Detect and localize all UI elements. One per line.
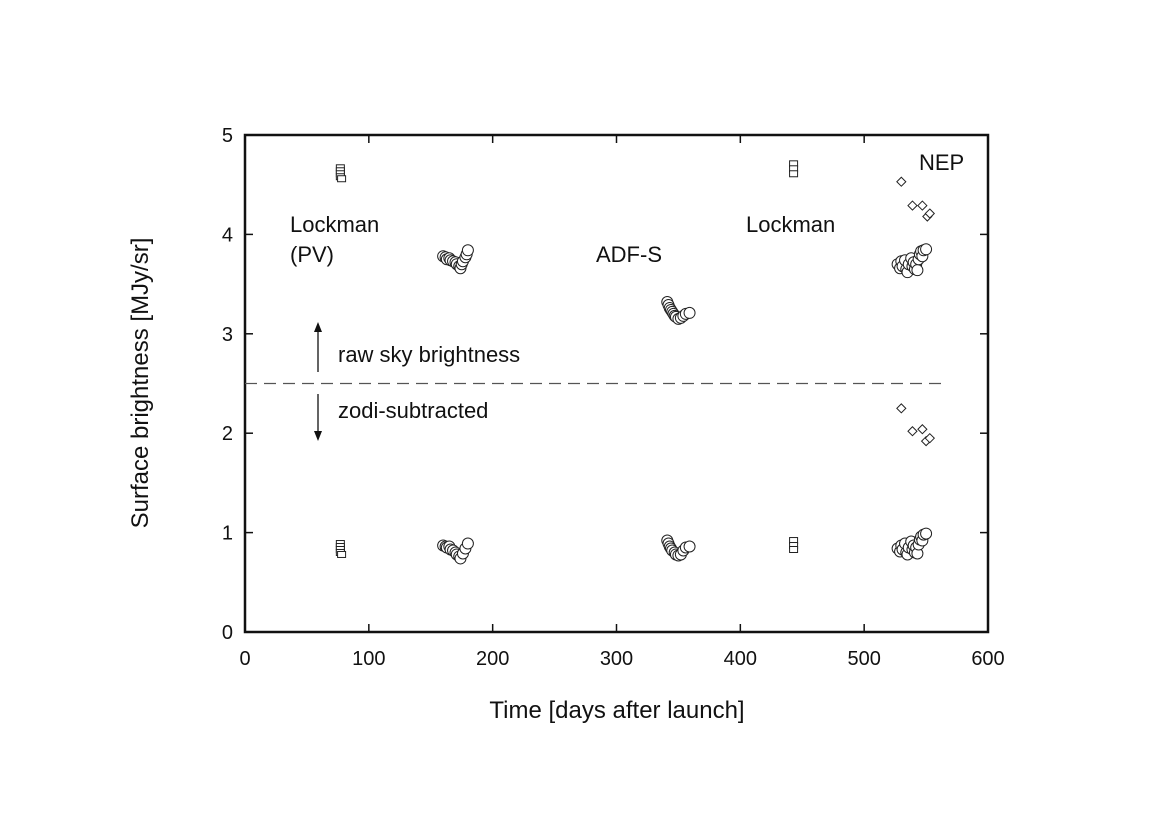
y-tick-label: 0 bbox=[222, 622, 233, 644]
data-point-diamond bbox=[924, 432, 936, 444]
x-tick-label: 400 bbox=[724, 648, 757, 670]
data-point-diamond bbox=[907, 200, 918, 211]
data-point-diamond bbox=[896, 403, 907, 414]
data-point-circle bbox=[911, 264, 924, 277]
annotation-zodi-subtracted: zodi-subtracted bbox=[338, 398, 488, 423]
annotation-raw-sky: raw sky brightness bbox=[338, 342, 520, 367]
axis-ticks bbox=[244, 134, 989, 633]
data-point-circle bbox=[683, 540, 696, 553]
x-tick-label: 600 bbox=[971, 648, 1004, 670]
data-point-circle bbox=[461, 537, 474, 550]
data-point-square bbox=[789, 545, 799, 553]
data-point-diamond bbox=[917, 424, 928, 435]
data-point-circle bbox=[461, 244, 474, 257]
x-axis-title: Time [days after launch] bbox=[489, 697, 744, 724]
data-point-circle bbox=[920, 527, 933, 540]
data-point-diamond bbox=[917, 200, 928, 211]
y-axis-title: Surface brightness [MJy/sr] bbox=[127, 238, 154, 529]
annotation-nep: NEP bbox=[919, 150, 964, 175]
annotation-lockman-pv-line2: (PV) bbox=[290, 242, 334, 267]
axis-tick-labels: 0 100 200 300 400 500 600 0 1 2 3 4 5 bbox=[222, 125, 1005, 670]
data-point-square bbox=[337, 175, 347, 183]
data-point-diamond bbox=[924, 208, 936, 219]
x-tick-label: 500 bbox=[847, 648, 880, 670]
data-point-diamond bbox=[907, 426, 918, 437]
x-tick-label: 300 bbox=[600, 648, 633, 670]
y-tick-label: 4 bbox=[222, 224, 233, 246]
y-tick-label: 5 bbox=[222, 125, 233, 147]
x-tick-label: 100 bbox=[352, 648, 385, 670]
up-arrow bbox=[314, 322, 322, 372]
y-tick-label: 2 bbox=[222, 423, 233, 445]
annotation-adfs: ADF-S bbox=[596, 242, 662, 267]
data-point-circle bbox=[920, 243, 933, 256]
annotation-lockman: Lockman bbox=[746, 212, 835, 237]
data-point-diamond bbox=[896, 176, 907, 187]
data-point-square bbox=[337, 550, 347, 558]
data-point-circle bbox=[683, 306, 696, 319]
annotation-lockman-pv-line1: Lockman bbox=[290, 212, 379, 237]
y-tick-label: 3 bbox=[222, 324, 233, 346]
down-arrow bbox=[314, 394, 322, 441]
data-point-square bbox=[789, 170, 799, 178]
x-tick-label: 0 bbox=[239, 648, 250, 670]
y-tick-label: 1 bbox=[222, 523, 233, 545]
x-tick-label: 200 bbox=[476, 648, 509, 670]
data-markers bbox=[335, 160, 936, 565]
